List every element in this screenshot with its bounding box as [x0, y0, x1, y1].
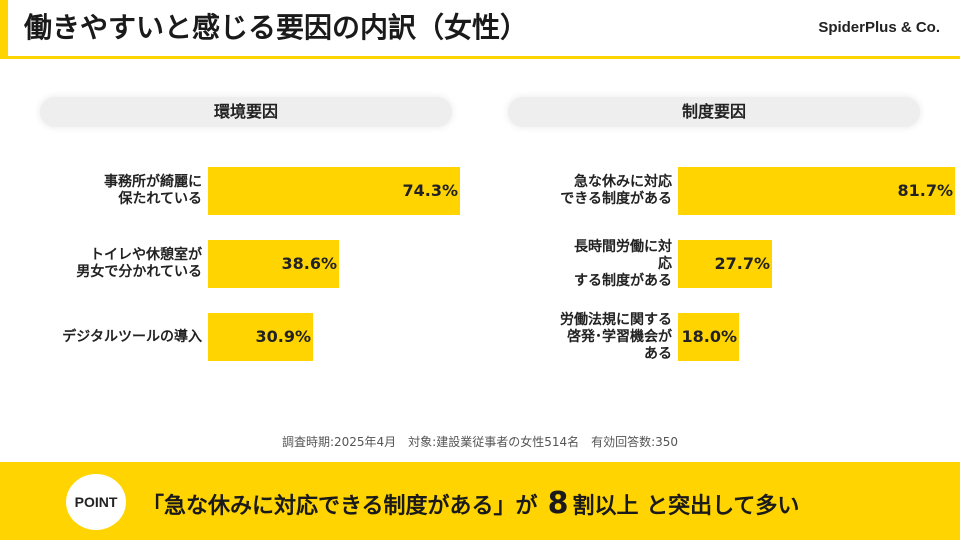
category-label: 急な休みに対応 できる制度がある — [560, 174, 672, 207]
point-badge: POINT — [66, 474, 126, 530]
section-header-system: 制度要因 — [508, 97, 920, 127]
bar — [678, 313, 739, 361]
title-underline — [0, 56, 960, 59]
chart-row: トイレや休憩室が 男女で分かれている 38.6% — [20, 240, 470, 288]
bar — [678, 167, 955, 215]
bar — [208, 240, 339, 288]
bar — [678, 240, 772, 288]
chart-row: 長時間労働に対 応 する制度がある 27.7% — [490, 238, 940, 289]
survey-note: 調査時期:2025年4月 対象:建設業従事者の女性514名 有効回答数:350 — [281, 435, 679, 449]
data-label: 74.3% — [402, 181, 458, 200]
category-label: 労働法規に関する 啓発･学習機会が ある — [560, 311, 672, 362]
chart-row: 急な休みに対応 できる制度がある 81.7% — [490, 167, 955, 215]
data-label: 81.7% — [897, 181, 953, 200]
title-accent-bar — [0, 0, 8, 56]
category-label: 事務所が綺麗に 保たれている — [104, 174, 202, 207]
data-label: 38.6% — [281, 254, 337, 273]
point-text-rest: 割以上 と突出して多い — [572, 494, 800, 519]
chart-row: 労働法規に関する 啓発･学習機会が ある 18.0% — [490, 311, 940, 362]
point-message: 「急な休みに対応できる制度がある」が 8 割以上 と突出して多い — [142, 484, 799, 524]
bar — [208, 313, 313, 361]
page-title: 働きやすいと感じる要因の内訳（女性） — [24, 11, 529, 44]
system-factors-chart: 急な休みに対応 できる制度がある 81.7% 長時間労働に対 応 する制度がある 27… — [490, 150, 955, 380]
data-label: 27.7% — [714, 254, 770, 273]
section-header-environment: 環境要因 — [40, 97, 452, 127]
chart-row: デジタルツールの導入 30.9% — [20, 313, 470, 361]
bar — [208, 167, 460, 215]
data-label: 18.0% — [681, 327, 737, 346]
category-label: トイレや休憩室が 男女で分かれている — [76, 247, 202, 280]
brand-logo: SpiderPlus & Co. — [818, 19, 940, 36]
chart-row: 事務所が綺麗に 保たれている 74.3% — [20, 167, 470, 215]
point-text: 「急な休みに対応できる制度がある」が — [142, 494, 538, 519]
point-highlight-number: 8 — [547, 486, 569, 521]
category-label: デジタルツールの導入 — [62, 328, 202, 345]
environment-factors-chart: 事務所が綺麗に 保たれている 74.3% トイレや休憩室が 男女で分かれている 38.… — [20, 150, 470, 380]
data-label: 30.9% — [255, 327, 311, 346]
point-banner — [0, 462, 960, 540]
category-label: 長時間労働に対 応 する制度がある — [574, 238, 672, 289]
